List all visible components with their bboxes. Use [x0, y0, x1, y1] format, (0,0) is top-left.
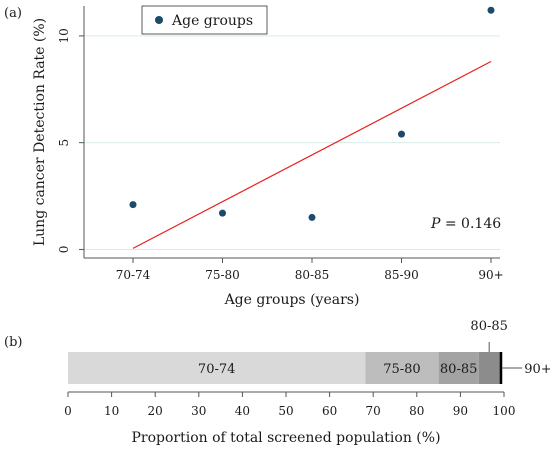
bar-segment	[438, 352, 479, 384]
x-tick-label: 90	[453, 404, 468, 418]
legend-marker	[155, 16, 163, 24]
scatter-chart-panel: (a) 0 5 10 70-74 75-80 80-85 85-90 90+ Age gro…	[4, 5, 504, 308]
p-value-symbol: P	[430, 216, 441, 232]
segment-label: 70-74	[198, 362, 235, 377]
x-tick-label: 80-85	[295, 268, 330, 282]
bar-segment	[499, 352, 503, 384]
y-axis-title: Lung cancer Detection Rate (%)	[32, 18, 48, 246]
trend-line	[132, 60, 492, 249]
stacked-bar-panel: (b) 70-74 75-80 80-85 80-85 90+ 0 10 20 30 40 50 6…	[4, 319, 550, 446]
legend-label: Age groups	[171, 13, 253, 29]
x-axis-ticks: 0 10 20 30 40 50 60 70 80 90 100	[64, 392, 515, 418]
x-tick-label: 80	[409, 404, 424, 418]
y-tick-label: 10	[57, 28, 71, 43]
p-value-annotation: P = 0.146	[430, 216, 501, 232]
x-tick-label: 70	[366, 404, 381, 418]
legend: Age groups	[141, 5, 268, 35]
bar-segments	[68, 352, 503, 384]
panel-label-b: (b)	[4, 335, 22, 350]
bar-segment	[365, 352, 439, 384]
bar-segment	[478, 352, 500, 384]
gridlines	[84, 35, 500, 250]
x-tick-label: 75-80	[205, 268, 240, 282]
x-tick-label: 0	[64, 404, 72, 418]
x-tick-label: 50	[278, 404, 293, 418]
x-tick-label: 60	[322, 404, 337, 418]
panel-label-a: (a)	[4, 6, 22, 21]
x-tick-label: 20	[148, 404, 163, 418]
y-tick-label: 5	[57, 139, 71, 147]
x-tick-label: 10	[104, 404, 119, 418]
axes	[83, 6, 500, 259]
y-tick-label: 0	[57, 246, 71, 254]
x-axis-ticks: 70-74 75-80 80-85 85-90 90+	[116, 258, 504, 282]
bar-segment	[68, 352, 366, 384]
segment-label: 75-80	[383, 362, 420, 377]
x-tick-label: 100	[493, 404, 516, 418]
x-tick-label: 90+	[478, 268, 503, 282]
data-point	[487, 6, 495, 14]
x-tick-label: 40	[235, 404, 250, 418]
x-axis-title-b: Proportion of total screened population …	[131, 430, 440, 446]
data-point	[219, 209, 226, 217]
x-tick-label: 70-74	[116, 268, 151, 282]
x-tick-label: 85-90	[384, 268, 419, 282]
segment-label: 90+	[524, 362, 550, 377]
data-points	[129, 6, 495, 221]
segment-label: 80-85	[470, 319, 507, 334]
x-tick-label: 30	[191, 404, 206, 418]
p-value-text: = 0.146	[440, 216, 501, 232]
x-axis-title: Age groups (years)	[224, 292, 360, 308]
segment-label: 80-85	[440, 362, 477, 377]
data-point	[129, 201, 137, 209]
segment-labels: 70-74 75-80 80-85 80-85 90+	[198, 319, 550, 377]
data-point	[308, 213, 316, 221]
y-axis-ticks: 0 5 10	[57, 28, 84, 253]
data-point	[398, 130, 405, 138]
